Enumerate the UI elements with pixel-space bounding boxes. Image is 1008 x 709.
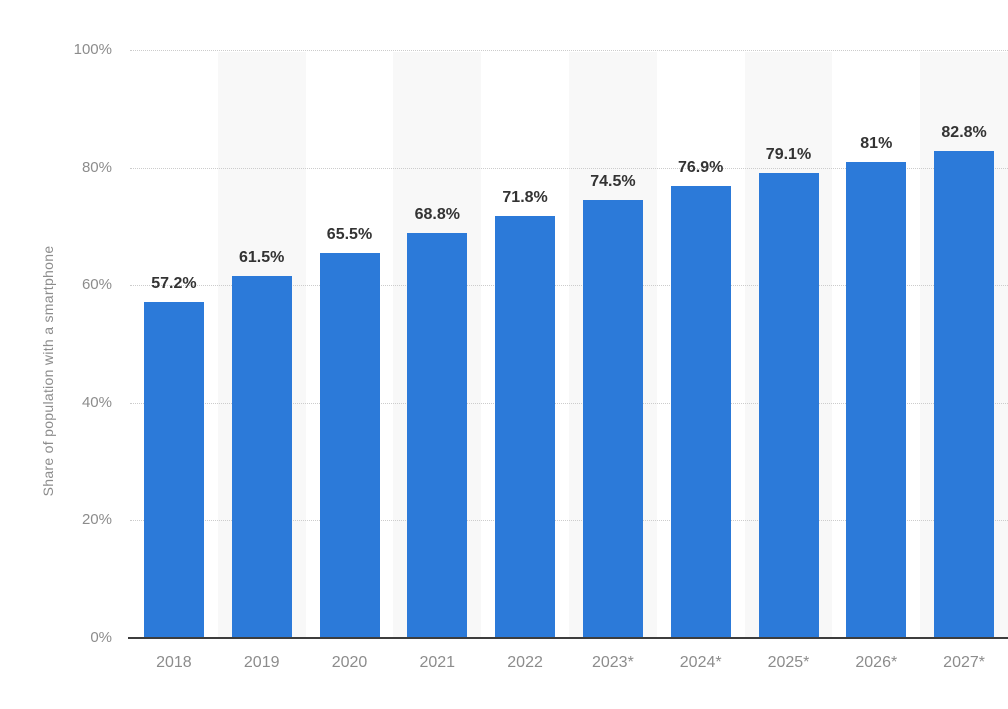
y-tick-label: 80% bbox=[81, 158, 112, 176]
gridline-80 bbox=[130, 167, 1008, 169]
y-tick-label: 20% bbox=[81, 511, 112, 529]
bar-2024* bbox=[670, 185, 731, 638]
gridline-60 bbox=[130, 285, 1008, 287]
bar-2025* bbox=[758, 172, 819, 638]
bar-2026* bbox=[846, 161, 907, 638]
x-tick-label-2025*: 2025* bbox=[767, 654, 810, 671]
bar-2023* bbox=[582, 199, 643, 638]
bar-value-label: 65.5% bbox=[326, 225, 373, 243]
bar-2022 bbox=[495, 215, 556, 638]
bar-2021 bbox=[407, 233, 468, 638]
bar-2018 bbox=[143, 301, 204, 638]
x-tick-label-2019: 2019 bbox=[243, 654, 280, 671]
x-tick-label-2027*: 2027* bbox=[943, 654, 985, 671]
bar-2020 bbox=[319, 252, 380, 638]
bar-value-label: 74.5% bbox=[590, 172, 636, 190]
y-tick-label: 60% bbox=[81, 276, 112, 294]
x-tick-label-2020: 2020 bbox=[331, 654, 368, 671]
bar-value-label: 76.9% bbox=[678, 158, 724, 176]
bar-value-label: 71.8% bbox=[502, 188, 548, 206]
bar-value-label: 68.8% bbox=[414, 206, 460, 224]
x-axis-line bbox=[128, 637, 1008, 639]
bar-2019 bbox=[231, 276, 292, 638]
x-tick-label-2021: 2021 bbox=[419, 654, 456, 671]
x-tick-label-2018: 2018 bbox=[156, 654, 192, 671]
bar-value-label: 82.8% bbox=[941, 124, 987, 142]
bar-value-label: 79.1% bbox=[765, 145, 812, 163]
bar-2027* bbox=[934, 151, 995, 638]
bar-value-label: 61.5% bbox=[239, 249, 285, 267]
y-axis-title: Share of population with a smartphone bbox=[40, 245, 56, 497]
gridline-40 bbox=[130, 402, 1008, 404]
x-tick-label-2023*: 2023* bbox=[591, 654, 634, 671]
y-tick-label: 0% bbox=[90, 629, 112, 646]
x-tick-label-2026*: 2026* bbox=[855, 654, 898, 671]
y-tick-label: 100% bbox=[73, 41, 112, 58]
y-tick-label: 40% bbox=[81, 393, 112, 411]
bar-value-label: 81% bbox=[860, 134, 893, 152]
gridline-100 bbox=[130, 50, 1008, 51]
plot-area: 57.2% 61.5% 65.5% 68.8% 71.8% 74.5% 76.9% 79.1%… bbox=[128, 50, 1008, 639]
x-tick-label-2024*: 2024* bbox=[679, 654, 722, 671]
gridline-20 bbox=[130, 520, 1008, 522]
bar-value-label: 57.2% bbox=[151, 274, 197, 292]
x-tick-label-2022: 2022 bbox=[507, 654, 543, 671]
